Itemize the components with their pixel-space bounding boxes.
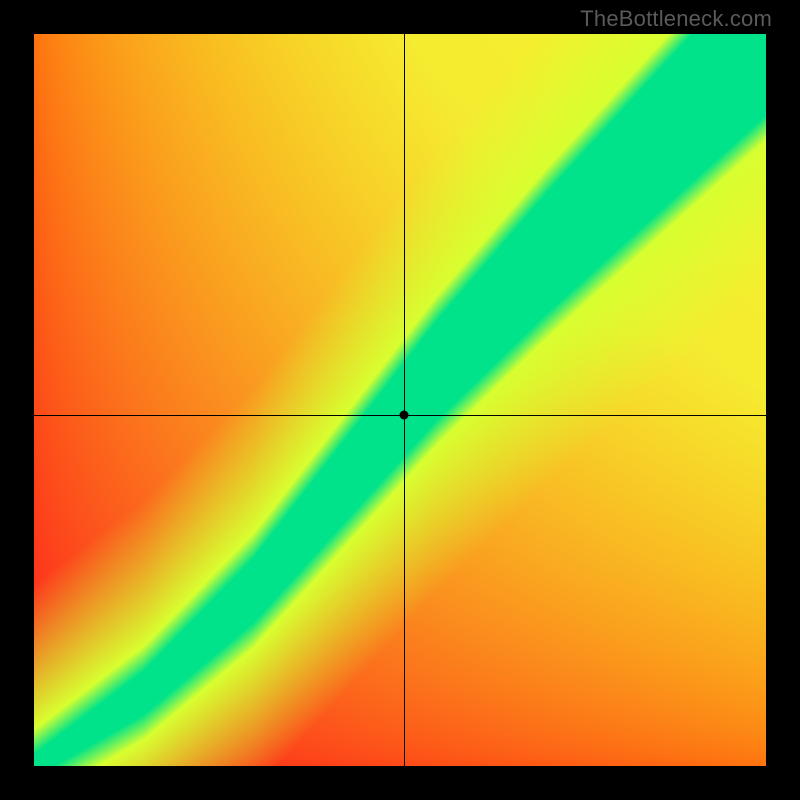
heatmap-canvas bbox=[34, 34, 766, 766]
data-point-marker bbox=[399, 410, 408, 419]
watermark-text: TheBottleneck.com bbox=[580, 6, 772, 32]
crosshair-vertical bbox=[404, 34, 405, 766]
plot-area bbox=[34, 34, 766, 766]
